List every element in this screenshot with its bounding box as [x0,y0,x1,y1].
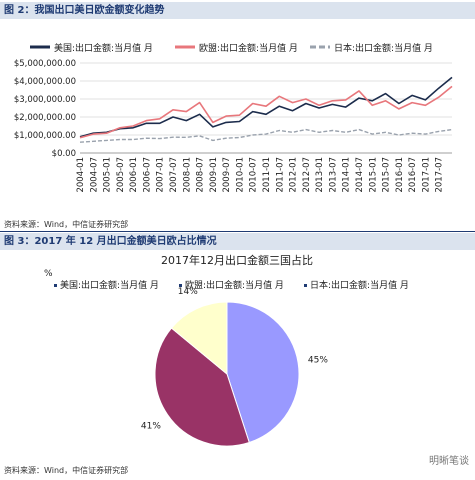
legend-label-1: 欧盟:出口金额:当月值 月 [199,42,298,54]
legend-label-0: 美国:出口金额:当月值 月 [54,42,153,54]
x-tick-label-21: 2014-07 [355,157,365,193]
line-chart: 美国:出口金额:当月值 月欧盟:出口金额:当月值 月日本:出口金额:当月值 月 … [14,42,453,193]
y-tick-label-3: $3,000,000.00 [14,95,76,105]
pie-legend-marker-1 [179,284,182,287]
pie-legend-label-0: 美国:出口金额:当月值 月 [60,279,159,291]
y-tick-label-0: $0.00 [52,149,76,159]
pie-legend-marker-2 [304,284,307,287]
x-tick-label-24: 2016-01 [395,157,405,193]
pie-slice-2 [170,301,228,376]
x-tick-label-10: 2009-01 [209,157,219,193]
x-tick-label-11: 2009-07 [222,157,232,193]
pie-label-2: 14% [178,287,198,297]
x-tick-label-3: 2005-07 [116,157,126,193]
pie-legend-label-1: 欧盟:出口金额:当月值 月 [185,279,284,291]
line-chart-x-ticks: 2004-01 2004-07 2005-01 2005-07 2006-01 2006-… [76,157,445,193]
x-tick-label-0: 2004-01 [76,157,86,193]
x-tick-label-12: 2010-01 [235,157,245,193]
x-tick-label-9: 2008-07 [196,157,206,193]
x-tick-label-1: 2004-07 [89,157,99,193]
x-tick-label-15: 2011-07 [275,157,285,193]
figure1-source: 资料来源：Wind，中信证券研究部 [4,220,129,229]
series-line-2 [79,128,453,143]
pie-chart-labels: 45% 41% 14% [141,287,328,432]
pie-legend-marker-0 [54,284,57,287]
x-tick-label-4: 2006-01 [129,157,139,193]
figure1-header: 图 2：我国出口美日欧金额变化趋势 [0,2,475,19]
x-tick-label-17: 2012-07 [302,157,312,193]
x-tick-label-26: 2017-01 [421,157,431,193]
y-tick-label-5: $5,000,000.00 [14,59,76,69]
pie-slice-0 [226,301,300,444]
y-tick-label-2: $2,000,000.00 [14,113,76,123]
series-line-0 [79,76,453,138]
x-tick-label-13: 2010-07 [249,157,259,193]
y-tick-label-1: $1,000,000.00 [14,131,76,141]
series-line-1 [79,85,453,139]
line-chart-legend: 美国:出口金额:当月值 月 欧盟:出口金额:当月值 月 日本:出口金额:当月值 月 [30,42,433,54]
x-tick-label-19: 2013-07 [328,157,338,193]
pie-chart-slices [154,301,300,447]
x-tick-label-14: 2011-01 [262,157,272,193]
line-chart-series [79,76,453,143]
pie-label-0: 45% [308,356,328,366]
pie-chart-title: 2017年12月出口金额三国占比 [161,253,313,267]
x-tick-label-5: 2006-07 [142,157,152,193]
x-tick-label-7: 2007-07 [169,157,179,193]
legend-label-2: 日本:出口金额:当月值 月 [334,42,433,54]
y-tick-label-4: $4,000,000.00 [14,77,76,87]
figure2-header: 图 3：2017 年 12 月出口金额美日欧占比情况 [0,233,475,250]
figure2-source: 资料来源：Wind，中信证券研究部 [4,466,129,475]
watermark: 明晰笔谈 [429,456,469,467]
x-tick-label-20: 2014-01 [342,157,352,193]
pie-unit-label: % [44,269,53,279]
x-tick-label-8: 2008-01 [182,157,192,193]
x-tick-label-2: 2005-01 [103,157,113,193]
pie-chart-legend: 美国:出口金额:当月值 月 欧盟:出口金额:当月值 月 日本:出口金额:当月值 月 [54,279,409,291]
x-tick-label-16: 2012-01 [289,157,299,193]
x-tick-label-22: 2015-01 [368,157,378,193]
pie-legend-label-2: 日本:出口金额:当月值 月 [310,279,409,291]
line-chart-grid [80,62,452,154]
x-tick-label-27: 2017-07 [435,157,445,193]
x-tick-label-6: 2007-01 [156,157,166,193]
pie-label-1: 41% [141,422,161,432]
x-tick-label-23: 2015-07 [382,157,392,193]
line-chart-y-ticks: $0.00 $1,000,000.00 $2,000,000.00 $3,000,00… [14,59,76,159]
figure1-divider [0,231,475,232]
pie-chart: 2017年12月出口金额三国占比 % 美国:出口金额:当月值 月 欧盟:出口金额:… [44,253,409,447]
pie-slice-1 [154,327,250,447]
x-tick-label-25: 2016-07 [408,157,418,193]
x-tick-label-18: 2013-01 [315,157,325,193]
